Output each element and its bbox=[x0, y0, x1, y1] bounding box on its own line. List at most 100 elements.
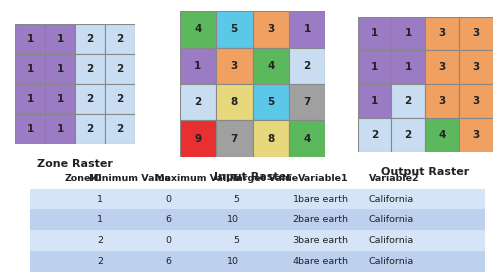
Bar bbox=[391, 50, 425, 84]
Bar bbox=[30, 189, 485, 209]
Text: 3: 3 bbox=[230, 61, 238, 71]
Bar bbox=[252, 11, 289, 48]
Text: 1: 1 bbox=[292, 195, 298, 204]
Bar bbox=[358, 84, 391, 118]
Text: 4: 4 bbox=[194, 24, 202, 34]
Text: 3: 3 bbox=[472, 130, 479, 140]
Text: Maximum Value: Maximum Value bbox=[155, 174, 240, 183]
Bar bbox=[425, 84, 459, 118]
Bar bbox=[75, 54, 105, 84]
Bar bbox=[358, 17, 391, 50]
Text: 1: 1 bbox=[26, 124, 34, 134]
Text: Variable1: Variable1 bbox=[298, 174, 349, 183]
Bar bbox=[180, 120, 216, 157]
Text: Target Value: Target Value bbox=[232, 174, 298, 183]
Text: 2: 2 bbox=[97, 236, 103, 245]
Text: 4: 4 bbox=[438, 130, 446, 140]
Text: 1: 1 bbox=[56, 64, 64, 74]
Bar bbox=[105, 114, 135, 144]
Bar bbox=[459, 84, 492, 118]
Text: 2: 2 bbox=[86, 124, 94, 134]
Text: 10: 10 bbox=[228, 257, 239, 266]
Text: 2: 2 bbox=[116, 34, 123, 44]
Text: 8: 8 bbox=[267, 134, 274, 144]
Bar bbox=[45, 84, 75, 114]
Bar bbox=[30, 209, 485, 230]
Text: 2: 2 bbox=[86, 34, 94, 44]
Bar bbox=[358, 50, 391, 84]
Bar bbox=[15, 84, 45, 114]
Text: 2: 2 bbox=[116, 64, 123, 74]
Bar bbox=[15, 114, 45, 144]
Bar bbox=[289, 48, 326, 84]
Text: 9: 9 bbox=[194, 134, 202, 144]
Text: 3: 3 bbox=[438, 28, 446, 38]
Bar bbox=[105, 84, 135, 114]
Bar bbox=[216, 84, 252, 120]
Bar bbox=[30, 230, 485, 251]
Text: 3: 3 bbox=[472, 96, 479, 106]
Text: 1: 1 bbox=[304, 24, 310, 34]
Bar bbox=[425, 17, 459, 50]
Text: 2: 2 bbox=[371, 130, 378, 140]
Text: 1: 1 bbox=[371, 96, 378, 106]
Text: 3: 3 bbox=[472, 62, 479, 72]
Text: Variable2: Variable2 bbox=[369, 174, 420, 183]
Bar bbox=[180, 84, 216, 120]
Text: 3: 3 bbox=[438, 96, 446, 106]
Text: 5: 5 bbox=[267, 97, 274, 107]
Text: 2: 2 bbox=[292, 215, 298, 224]
Text: 10: 10 bbox=[228, 215, 239, 224]
Text: Output Raster: Output Raster bbox=[381, 167, 469, 177]
Text: 1: 1 bbox=[97, 195, 103, 204]
Text: 3: 3 bbox=[438, 62, 446, 72]
Bar bbox=[75, 84, 105, 114]
Text: 2: 2 bbox=[304, 61, 310, 71]
Text: 7: 7 bbox=[304, 97, 311, 107]
Text: California: California bbox=[369, 257, 414, 266]
Bar bbox=[459, 17, 492, 50]
Text: California: California bbox=[369, 215, 414, 224]
Bar bbox=[252, 120, 289, 157]
Text: 3: 3 bbox=[292, 236, 298, 245]
Text: 2: 2 bbox=[404, 96, 412, 106]
Text: 0: 0 bbox=[165, 236, 171, 245]
Text: Minimum Value: Minimum Value bbox=[89, 174, 171, 183]
Text: California: California bbox=[369, 195, 414, 204]
Bar bbox=[391, 118, 425, 151]
Text: 2: 2 bbox=[116, 94, 123, 104]
Bar bbox=[30, 168, 485, 189]
Bar bbox=[459, 50, 492, 84]
Text: bare earth: bare earth bbox=[298, 236, 348, 245]
Text: 2: 2 bbox=[404, 130, 412, 140]
Text: bare earth: bare earth bbox=[298, 195, 348, 204]
Bar bbox=[75, 114, 105, 144]
Bar bbox=[75, 24, 105, 54]
Bar bbox=[289, 11, 326, 48]
Bar bbox=[45, 114, 75, 144]
Text: 7: 7 bbox=[230, 134, 238, 144]
Text: ZoneID: ZoneID bbox=[65, 174, 103, 183]
Bar bbox=[45, 54, 75, 84]
Bar bbox=[252, 84, 289, 120]
Text: 4: 4 bbox=[267, 61, 274, 71]
Text: 1: 1 bbox=[56, 124, 64, 134]
Text: 1: 1 bbox=[404, 28, 412, 38]
Text: 2: 2 bbox=[86, 94, 94, 104]
Bar bbox=[289, 84, 326, 120]
Text: 6: 6 bbox=[165, 257, 171, 266]
Text: 5: 5 bbox=[234, 195, 239, 204]
Text: 1: 1 bbox=[404, 62, 412, 72]
Bar bbox=[216, 120, 252, 157]
Bar bbox=[425, 50, 459, 84]
Text: bare earth: bare earth bbox=[298, 215, 348, 224]
Bar bbox=[252, 48, 289, 84]
Bar bbox=[180, 48, 216, 84]
Text: 6: 6 bbox=[165, 215, 171, 224]
Bar bbox=[30, 251, 485, 272]
Text: 2: 2 bbox=[86, 64, 94, 74]
Text: 0: 0 bbox=[165, 195, 171, 204]
Text: 2: 2 bbox=[116, 124, 123, 134]
Text: 1: 1 bbox=[371, 28, 378, 38]
Text: 8: 8 bbox=[230, 97, 238, 107]
